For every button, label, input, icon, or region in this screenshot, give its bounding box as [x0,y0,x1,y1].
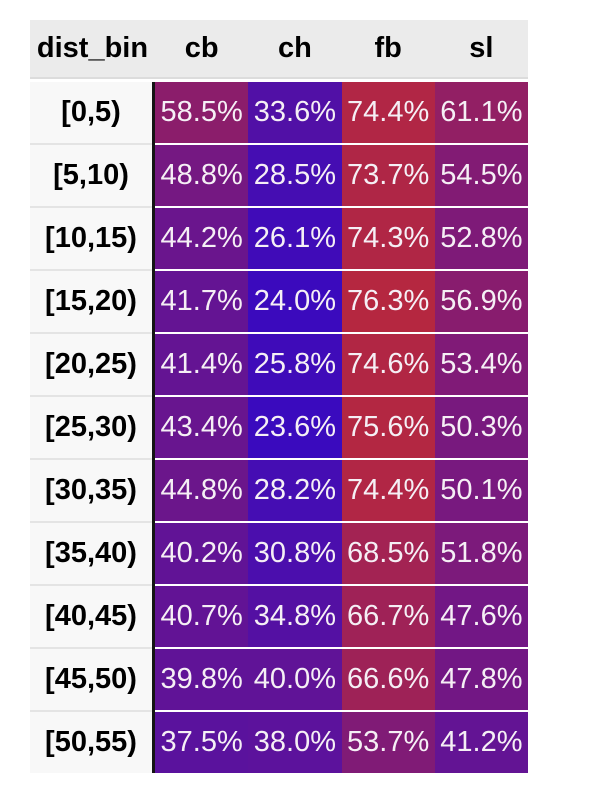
value-cell: 43.4% [155,397,249,460]
value-cell: 41.4% [155,334,249,397]
table-row: [15,20) 41.7% 24.0% 76.3% 56.9% [30,271,528,334]
value-cell: 50.3% [434,397,528,460]
column-divider-line [152,82,155,773]
row-label: [0,5) [30,82,152,145]
value-cell: 51.8% [434,523,528,586]
value-cell: 30.8% [248,523,342,586]
column-header-cb: cb [184,32,219,64]
value-cell: 50.1% [434,460,528,523]
value-cell: 47.8% [434,649,528,712]
heatmap-table: dist_bin cb ch fb sl [0,5) 58.5% 33.6% 74.4… [30,20,528,773]
value-cell: 28.5% [248,145,342,208]
value-cell: 66.7% [341,586,435,649]
value-cell: 73.7% [341,145,435,208]
value-cell: 38.0% [248,712,342,773]
value-cell: 58.5% [155,82,249,145]
value-cell: 47.6% [434,586,528,649]
value-cell: 33.6% [248,82,342,145]
value-cell: 52.8% [434,208,528,271]
value-cell: 40.7% [155,586,249,649]
column-header-fb: fb [374,32,402,64]
value-cell: 40.2% [155,523,249,586]
value-cell: 44.2% [155,208,249,271]
value-cell: 37.5% [155,712,249,773]
value-cell: 74.4% [341,82,435,145]
row-label: [30,35) [30,460,152,523]
table-row: [0,5) 58.5% 33.6% 74.4% 61.1% [30,82,528,145]
row-label: [50,55) [30,712,152,773]
table-body: [0,5) 58.5% 33.6% 74.4% 61.1% [5,10) 48.8% 28.5… [30,82,528,773]
value-cell: 44.8% [155,460,249,523]
value-cell: 40.0% [248,649,342,712]
row-label: [5,10) [30,145,152,208]
row-label: [25,30) [30,397,152,460]
value-cell: 28.2% [248,460,342,523]
value-cell: 53.4% [434,334,528,397]
row-label: [40,45) [30,586,152,649]
value-cell: 75.6% [341,397,435,460]
column-header-dist-bin: dist_bin [36,32,149,64]
value-cell: 39.8% [155,649,249,712]
row-label: [20,25) [30,334,152,397]
value-cell: 41.7% [155,271,249,334]
value-cell: 56.9% [434,271,528,334]
table-row: [35,40) 40.2% 30.8% 68.5% 51.8% [30,523,528,586]
table-row: [30,35) 44.8% 28.2% 74.4% 50.1% [30,460,528,523]
table-row: [50,55) 37.5% 38.0% 53.7% 41.2% [30,712,528,773]
table-row: [5,10) 48.8% 28.5% 73.7% 54.5% [30,145,528,208]
value-cell: 24.0% [248,271,342,334]
value-cell: 25.8% [248,334,342,397]
row-label: [10,15) [30,208,152,271]
value-cell: 74.4% [341,460,435,523]
table-header-row: dist_bin cb ch fb sl [30,20,528,79]
value-cell: 26.1% [248,208,342,271]
value-cell: 41.2% [434,712,528,773]
table-row: [25,30) 43.4% 23.6% 75.6% 50.3% [30,397,528,460]
column-header-sl: sl [469,32,494,64]
value-cell: 76.3% [341,271,435,334]
value-cell: 54.5% [434,145,528,208]
value-cell: 48.8% [155,145,249,208]
table-row: [40,45) 40.7% 34.8% 66.7% 47.6% [30,586,528,649]
value-cell: 66.6% [341,649,435,712]
column-header-ch: ch [277,32,312,64]
value-cell: 74.6% [341,334,435,397]
row-label: [15,20) [30,271,152,334]
row-label: [45,50) [30,649,152,712]
table-row: [20,25) 41.4% 25.8% 74.6% 53.4% [30,334,528,397]
table-row: [10,15) 44.2% 26.1% 74.3% 52.8% [30,208,528,271]
table-row: [45,50) 39.8% 40.0% 66.6% 47.8% [30,649,528,712]
value-cell: 68.5% [341,523,435,586]
value-cell: 74.3% [341,208,435,271]
row-label: [35,40) [30,523,152,586]
value-cell: 23.6% [248,397,342,460]
value-cell: 34.8% [248,586,342,649]
value-cell: 53.7% [341,712,435,773]
value-cell: 61.1% [434,82,528,145]
